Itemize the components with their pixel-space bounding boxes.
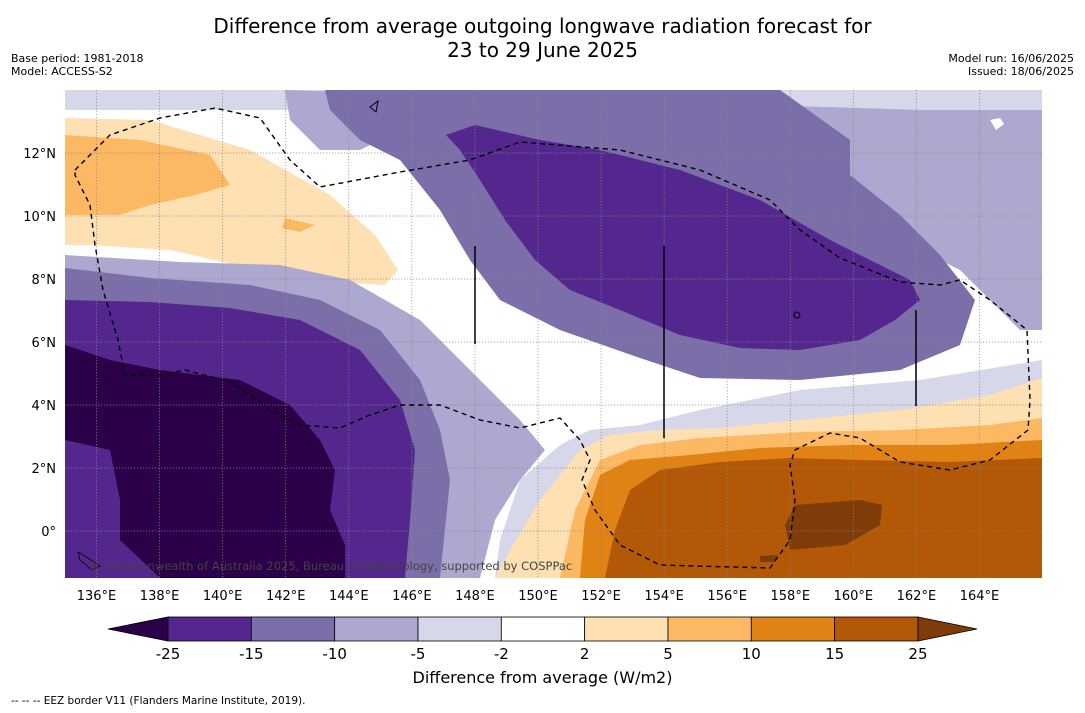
band-minus10-minus5-north [285, 90, 1042, 330]
colorbar-extend-high [917, 616, 978, 642]
lon-tick-label: 158°E [771, 589, 811, 604]
model-name: Model: ACCESS-S2 [11, 65, 113, 78]
colorbar-tick-label: 10 [742, 645, 761, 663]
colorbar-segment [250, 616, 336, 642]
colorbar-segment [750, 616, 836, 642]
lat-tick-label: 6°N [32, 336, 57, 351]
longitude-labels: 136°E 138°E 140°E 142°E 144°E 146°E 148°E 150°E… [77, 589, 1000, 604]
lon-tick-label: 156°E [707, 589, 747, 604]
colorbar-tick-label: -15 [239, 645, 264, 663]
latitude-labels: 12°N 10°N 8°N 6°N 4°N 2°N 0° [23, 147, 56, 540]
island-outline [369, 99, 379, 113]
island-fill [990, 118, 1004, 130]
base-period: Base period: 1981-2018 [11, 52, 144, 65]
lon-tick-label: 138°E [140, 589, 180, 604]
colorbar-tick-label: -2 [494, 645, 509, 663]
band-above-plus25-spot [760, 555, 778, 562]
colorbar-segment [584, 616, 669, 642]
colorbar-tick-label: -5 [411, 645, 426, 663]
colorbar: -25 -15 -10 -5 -2 2 5 10 15 25 [107, 616, 978, 663]
lon-tick-label: 148°E [455, 589, 495, 604]
map-title: Difference from average outgoing longwav… [0, 14, 1085, 62]
lon-tick-label: 144°E [329, 589, 369, 604]
band-plus5-plus10-spot [282, 218, 315, 232]
graticule [65, 90, 1042, 578]
colorbar-label: Difference from average (W/m2) [412, 668, 673, 687]
colorbar-tick-label: 25 [908, 645, 927, 663]
band-above-plus25 [785, 500, 882, 550]
lon-tick-label: 164°E [960, 589, 1000, 604]
eez-border [74, 107, 1031, 569]
lon-tick-label: 140°E [203, 589, 243, 604]
colorbar-tick-label: -10 [322, 645, 347, 663]
band-minus25-minus15-north [446, 125, 920, 350]
colorbar-tick-label: 5 [663, 645, 673, 663]
band-plus5-plus10-north [65, 135, 230, 215]
lat-tick-label: 12°N [23, 147, 56, 162]
lon-tick-label: 162°E [897, 589, 937, 604]
run-info: Model run: 16/06/2025 Issued: 18/06/2025 [948, 52, 1074, 78]
title-line-2: 23 to 29 June 2025 [447, 38, 638, 62]
map-plot-area: © Commonwealth of Australia 2025, Bureau… [65, 90, 1042, 578]
lon-tick-label: 146°E [392, 589, 432, 604]
title-line-1: Difference from average outgoing longwav… [213, 14, 872, 38]
lat-tick-label: 10°N [23, 210, 56, 225]
copyright-credit: © Commonwealth of Australia 2025, Bureau… [88, 559, 572, 573]
colorbar-tick-label: 15 [825, 645, 844, 663]
band-below-minus25 [65, 345, 345, 578]
model-info: Base period: 1981-2018 Model: ACCESS-S2 [11, 52, 143, 78]
lon-tick-label: 150°E [518, 589, 558, 604]
issued-date: Issued: 18/06/2025 [967, 65, 1074, 78]
lon-tick-label: 160°E [834, 589, 874, 604]
lat-tick-label: 2°N [32, 462, 57, 477]
colorbar-segment [417, 616, 502, 642]
colorbar-segment [667, 616, 752, 642]
lon-tick-label: 136°E [77, 589, 117, 604]
lon-tick-label: 142°E [266, 589, 306, 604]
island-outline [793, 311, 801, 319]
colorbar-tick-label: -25 [156, 645, 181, 663]
lon-tick-label: 154°E [644, 589, 684, 604]
colorbar-segment [500, 616, 586, 642]
lat-tick-label: 4°N [32, 399, 57, 414]
colorbar-segment [167, 616, 252, 642]
lon-tick-label: 152°E [581, 589, 621, 604]
colorbar-extend-low [107, 616, 169, 642]
colorbar-segment [834, 616, 919, 642]
colorbar-segment [334, 616, 419, 642]
lat-tick-label: 8°N [32, 273, 57, 288]
lat-tick-label: 0° [41, 525, 56, 540]
colorbar-tick-label: 2 [580, 645, 590, 663]
eez-footnote: -- -- -- EEZ border V11 (Flanders Marine… [11, 695, 306, 707]
island-outline [77, 551, 101, 571]
model-run: Model run: 16/06/2025 [948, 52, 1074, 65]
